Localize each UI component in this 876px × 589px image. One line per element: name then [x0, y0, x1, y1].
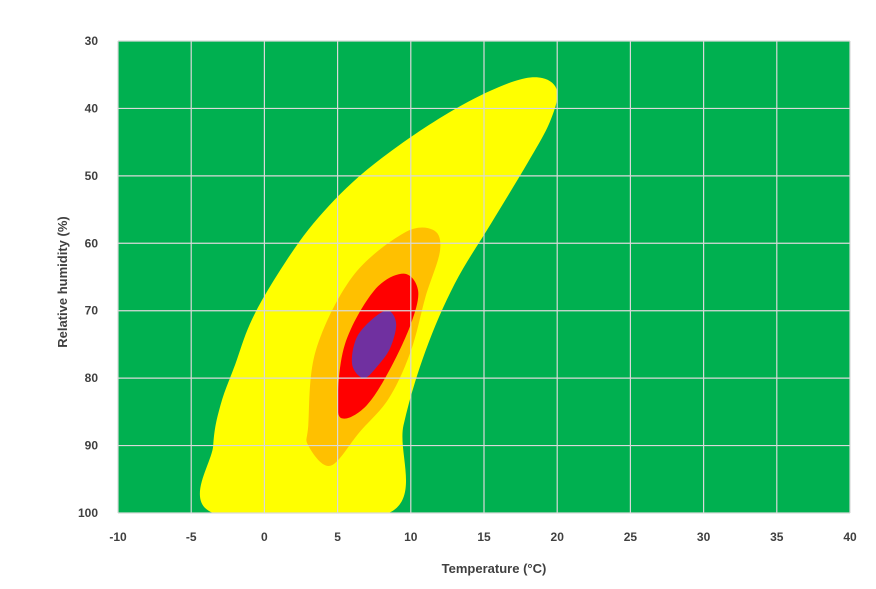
x-tick-label: 25: [624, 530, 638, 544]
y-tick-label: 90: [85, 439, 99, 453]
y-tick-label: 100: [78, 506, 98, 520]
y-tick-label: 70: [85, 304, 99, 318]
x-tick-label: -10: [109, 530, 127, 544]
x-tick-label: -5: [186, 530, 197, 544]
x-tick-label: 20: [551, 530, 565, 544]
y-tick-label: 60: [85, 236, 99, 250]
x-tick-label: 15: [477, 530, 491, 544]
x-tick-label: 0: [261, 530, 268, 544]
y-tick-label: 30: [85, 34, 99, 48]
y-tick-label: 40: [85, 101, 99, 115]
x-tick-label: 35: [770, 530, 784, 544]
x-tick-labels: -10 -5 0 5 10 15 20 25 30 35 40: [109, 530, 857, 544]
y-tick-label: 50: [85, 169, 99, 183]
y-tick-labels: 30 40 50 60 70 80 90 100: [78, 34, 98, 520]
comfort-regions: [200, 77, 558, 513]
x-tick-label: 30: [697, 530, 711, 544]
x-tick-label: 40: [843, 530, 857, 544]
x-axis-title: Temperature (°C): [442, 561, 547, 576]
x-tick-label: 10: [404, 530, 418, 544]
y-tick-label: 80: [85, 371, 99, 385]
x-tick-label: 5: [334, 530, 341, 544]
purple-region: [351, 310, 397, 379]
grid-lines: [117, 40, 851, 514]
y-axis-title: Relative humidity (%): [55, 216, 70, 347]
